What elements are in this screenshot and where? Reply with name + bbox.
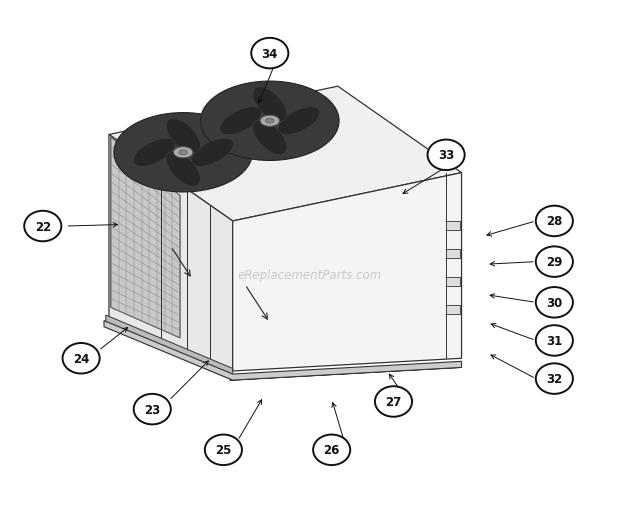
Text: 24: 24 (73, 352, 89, 365)
Bar (446, 249, 459, 259)
Ellipse shape (265, 119, 274, 124)
Circle shape (428, 140, 464, 171)
Bar (446, 305, 459, 315)
Ellipse shape (260, 116, 280, 127)
Ellipse shape (114, 114, 252, 192)
Ellipse shape (191, 139, 233, 167)
Circle shape (313, 435, 350, 465)
Text: 23: 23 (144, 403, 161, 416)
Text: 22: 22 (35, 220, 51, 233)
Text: 29: 29 (546, 256, 562, 269)
Ellipse shape (174, 148, 193, 158)
Text: 34: 34 (262, 47, 278, 61)
Polygon shape (232, 173, 461, 371)
Circle shape (536, 247, 573, 277)
Text: 30: 30 (546, 296, 562, 309)
Circle shape (251, 39, 288, 69)
Polygon shape (109, 87, 461, 221)
Ellipse shape (133, 139, 175, 167)
Circle shape (536, 363, 573, 394)
Ellipse shape (166, 119, 200, 154)
Text: 32: 32 (546, 373, 562, 385)
Circle shape (24, 211, 61, 242)
Ellipse shape (200, 82, 339, 161)
Polygon shape (106, 316, 232, 380)
Ellipse shape (166, 152, 200, 187)
Ellipse shape (179, 151, 187, 155)
Circle shape (205, 435, 242, 465)
Bar (446, 221, 459, 231)
Text: 25: 25 (215, 443, 232, 457)
Text: 26: 26 (324, 443, 340, 457)
Polygon shape (229, 367, 461, 380)
Circle shape (134, 394, 171, 425)
Polygon shape (104, 321, 461, 380)
Text: 28: 28 (546, 215, 562, 228)
Ellipse shape (219, 107, 262, 135)
Text: 31: 31 (546, 334, 562, 347)
Ellipse shape (253, 88, 287, 122)
Circle shape (375, 386, 412, 417)
Circle shape (63, 344, 100, 374)
Ellipse shape (278, 107, 320, 135)
Polygon shape (109, 135, 232, 371)
Polygon shape (111, 138, 180, 338)
Circle shape (536, 288, 573, 318)
Circle shape (536, 326, 573, 356)
Text: eReplacementParts.com: eReplacementParts.com (238, 268, 382, 281)
Text: 27: 27 (386, 395, 402, 408)
Ellipse shape (253, 121, 287, 155)
Text: 33: 33 (438, 149, 454, 162)
Circle shape (536, 206, 573, 237)
Bar (446, 277, 459, 287)
